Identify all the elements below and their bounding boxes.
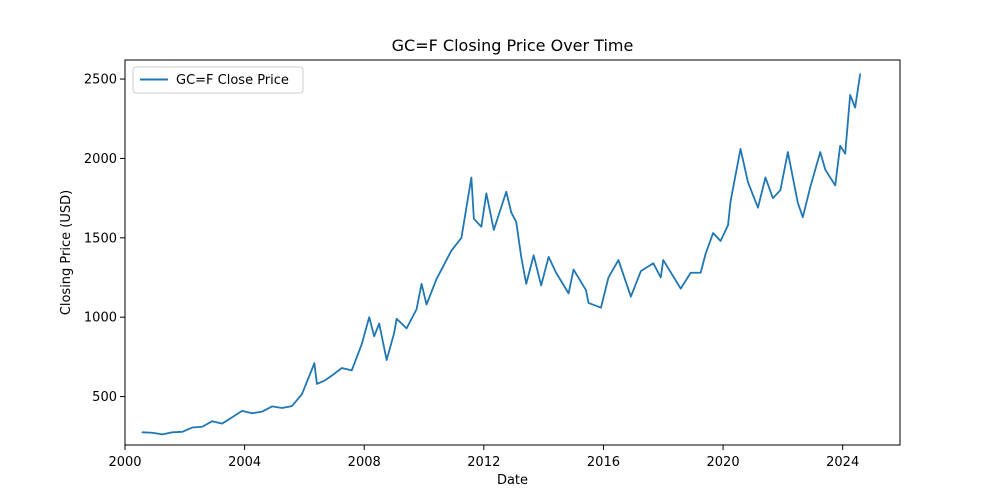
chart-title: GC=F Closing Price Over Time <box>392 36 634 55</box>
y-tick-label: 1000 <box>84 311 117 326</box>
y-axis-label: Closing Price (USD) <box>59 190 74 315</box>
x-tick-label: 2016 <box>587 455 620 470</box>
plot-frame <box>124 59 901 446</box>
x-tick-label: 2024 <box>826 455 859 470</box>
legend-series-label: GC=F Close Price <box>176 73 289 88</box>
x-tick-label: 2004 <box>228 455 261 470</box>
legend-box <box>132 66 304 94</box>
x-tick-label: 2012 <box>467 455 500 470</box>
series-layer <box>141 73 862 436</box>
x-tick-label: 2020 <box>707 455 740 470</box>
x-tick-label: 2000 <box>108 455 141 470</box>
legend: GC=F Close Price <box>132 66 304 94</box>
x-tick-label: 2008 <box>348 455 381 470</box>
y-tick-label: 500 <box>92 390 117 405</box>
y-tick-label: 1500 <box>84 231 117 246</box>
y-tick-label: 2500 <box>84 73 117 88</box>
y-tick-label: 2000 <box>84 152 117 167</box>
plot-area <box>125 60 900 445</box>
series-line-1 <box>141 73 862 436</box>
x-axis-label: Date <box>497 473 528 488</box>
axes-layer: 2000 2004 2008 2012 2016 2020 2024 500 1000 1500 2… <box>84 73 859 470</box>
